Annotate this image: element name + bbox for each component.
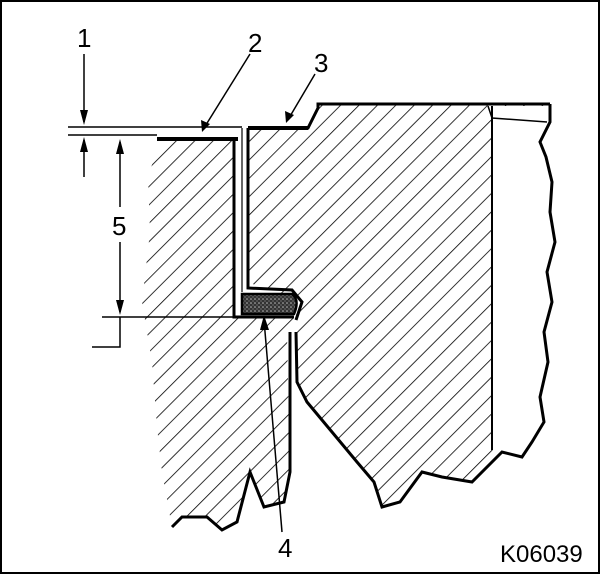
callout-2: 2 — [248, 28, 262, 58]
arrowhead-1-up — [80, 137, 88, 152]
seal-ring — [240, 292, 298, 316]
callout-3: 3 — [314, 48, 328, 78]
right-strip-top-step — [487, 105, 548, 123]
right-component-inner-edge — [246, 128, 304, 321]
leader-4-arrowhead — [260, 315, 269, 330]
arrowhead-5-up — [116, 139, 124, 154]
leader-4 — [263, 319, 283, 533]
leader-2-arrowhead — [201, 120, 210, 132]
callout-5: 5 — [112, 211, 126, 241]
arrowhead-1-down — [80, 110, 88, 125]
left-housing-section — [142, 140, 294, 530]
leader-2 — [203, 53, 251, 129]
callout-1: 1 — [77, 23, 91, 53]
dimension-bracket — [92, 317, 121, 348]
leader-3-arrowhead — [285, 111, 294, 123]
leader-3 — [288, 73, 316, 119]
right-component-section — [248, 104, 555, 507]
callout-4: 4 — [278, 533, 292, 563]
arrowhead-5-down — [116, 300, 124, 315]
right-plain-strip — [492, 106, 555, 457]
figure-code: K06039 — [500, 541, 583, 568]
